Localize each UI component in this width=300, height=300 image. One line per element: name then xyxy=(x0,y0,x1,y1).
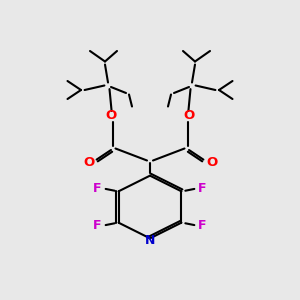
Text: F: F xyxy=(198,182,207,195)
Text: O: O xyxy=(206,156,217,169)
Text: F: F xyxy=(93,182,102,195)
Text: O: O xyxy=(83,156,94,169)
Text: F: F xyxy=(198,219,207,232)
Text: O: O xyxy=(105,109,117,122)
Text: O: O xyxy=(183,109,195,122)
Text: N: N xyxy=(145,234,155,247)
Text: F: F xyxy=(93,219,102,232)
